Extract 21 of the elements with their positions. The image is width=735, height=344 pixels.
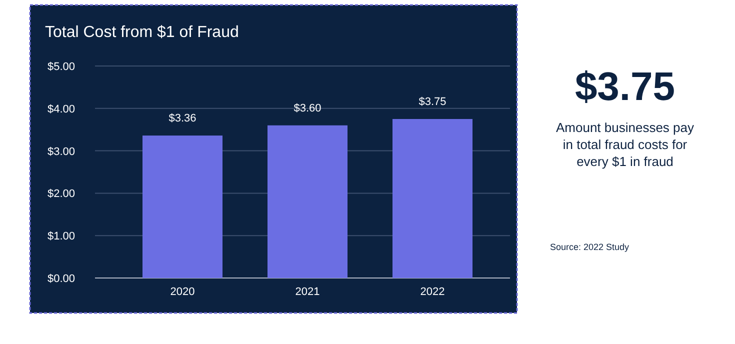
- y-tick-label: $0.00: [47, 273, 75, 285]
- source-note: Source: 2022 Study: [550, 242, 630, 252]
- bar: [142, 136, 222, 278]
- data-label: $3.75: [418, 96, 446, 108]
- data-label: $3.60: [294, 102, 322, 114]
- data-label: $3.36: [168, 112, 196, 125]
- bar: [268, 125, 348, 278]
- text: every $1 in fraud: [576, 154, 674, 169]
- y-tick-label: $3.00: [47, 146, 75, 158]
- y-tick-label: $5.00: [47, 61, 75, 73]
- x-tick-label: 2022: [420, 286, 445, 298]
- x-tick-label: 2021: [295, 286, 320, 298]
- y-tick-label: $2.00: [47, 188, 75, 200]
- y-tick-label: $4.00: [47, 103, 75, 116]
- text: Amount businesses pay: [556, 120, 695, 135]
- y-tick-label: $1.00: [47, 230, 75, 243]
- text: in total fraud costs for: [562, 137, 688, 152]
- x-tick-label: 2020: [170, 286, 195, 298]
- bar: [392, 119, 472, 278]
- chart-title: Total Cost from $1 of Fraud: [45, 24, 239, 41]
- text: $3.75: [574, 65, 676, 109]
